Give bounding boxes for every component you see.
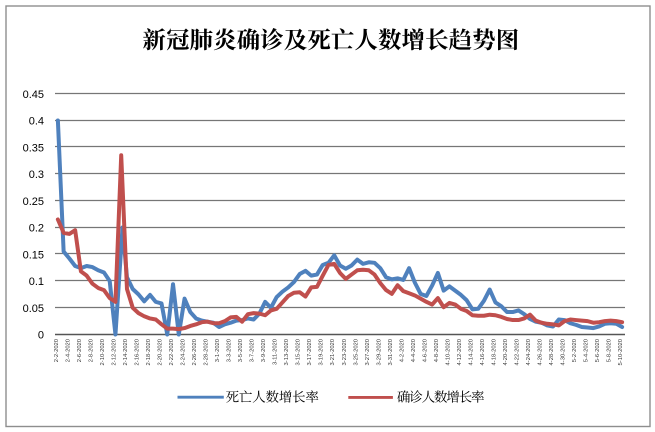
svg-text:4-10-2020: 4-10-2020 — [445, 339, 451, 365]
svg-text:5-6-2020: 5-6-2020 — [595, 339, 601, 362]
svg-text:5-4-2020: 5-4-2020 — [584, 339, 590, 362]
svg-text:3-3-2020: 3-3-2020 — [227, 339, 233, 362]
svg-text:4-22-2020: 4-22-2020 — [514, 339, 520, 365]
svg-text:4-28-2020: 4-28-2020 — [549, 339, 555, 365]
svg-text:4-26-2020: 4-26-2020 — [538, 339, 544, 365]
svg-text:5-10-2020: 5-10-2020 — [618, 339, 624, 365]
svg-text:2-10-2020: 2-10-2020 — [100, 339, 106, 365]
svg-text:4-20-2020: 4-20-2020 — [503, 339, 509, 365]
svg-text:4-30-2020: 4-30-2020 — [561, 339, 567, 365]
svg-text:3-17-2020: 3-17-2020 — [307, 339, 313, 365]
svg-text:3-31-2020: 3-31-2020 — [388, 339, 394, 365]
svg-text:2-20-2020: 2-20-2020 — [158, 339, 164, 365]
svg-text:3-5-2020: 3-5-2020 — [238, 339, 244, 362]
svg-text:4-8-2020: 4-8-2020 — [434, 339, 440, 362]
svg-text:0.15: 0.15 — [23, 249, 44, 261]
svg-text:0.4: 0.4 — [29, 116, 44, 128]
svg-text:0.2: 0.2 — [29, 223, 44, 235]
svg-text:3-11-2020: 3-11-2020 — [273, 339, 279, 365]
svg-text:0.3: 0.3 — [29, 169, 44, 181]
svg-text:0.25: 0.25 — [23, 196, 44, 208]
svg-text:2-14-2020: 2-14-2020 — [123, 339, 129, 365]
svg-text:2-12-2020: 2-12-2020 — [111, 339, 117, 365]
svg-text:3-23-2020: 3-23-2020 — [342, 339, 348, 365]
svg-text:2-6-2020: 2-6-2020 — [77, 339, 83, 362]
svg-text:3-7-2020: 3-7-2020 — [250, 339, 256, 362]
svg-text:2-8-2020: 2-8-2020 — [88, 339, 94, 362]
svg-text:0.05: 0.05 — [23, 303, 44, 315]
svg-text:2-2-2020: 2-2-2020 — [54, 339, 60, 362]
svg-text:0.1: 0.1 — [29, 276, 44, 288]
svg-text:4-14-2020: 4-14-2020 — [468, 339, 474, 365]
svg-text:3-19-2020: 3-19-2020 — [319, 339, 325, 365]
svg-text:3-1-2020: 3-1-2020 — [215, 339, 221, 362]
svg-text:4-16-2020: 4-16-2020 — [480, 339, 486, 365]
svg-text:5-2-2020: 5-2-2020 — [572, 339, 578, 362]
svg-text:3-13-2020: 3-13-2020 — [284, 339, 290, 365]
svg-text:0: 0 — [38, 330, 44, 342]
svg-text:3-9-2020: 3-9-2020 — [261, 339, 267, 362]
svg-text:0.35: 0.35 — [23, 142, 44, 154]
svg-text:4-4-2020: 4-4-2020 — [411, 339, 417, 362]
svg-text:4-6-2020: 4-6-2020 — [422, 339, 428, 362]
svg-text:3-27-2020: 3-27-2020 — [365, 339, 371, 365]
svg-text:5-8-2020: 5-8-2020 — [607, 339, 613, 362]
svg-text:4-2-2020: 4-2-2020 — [399, 339, 405, 362]
svg-text:2-24-2020: 2-24-2020 — [181, 339, 187, 365]
svg-text:0.45: 0.45 — [23, 89, 44, 101]
svg-text:2-26-2020: 2-26-2020 — [192, 339, 198, 365]
svg-text:4-24-2020: 4-24-2020 — [526, 339, 532, 365]
svg-text:2-22-2020: 2-22-2020 — [169, 339, 175, 365]
svg-text:3-29-2020: 3-29-2020 — [376, 339, 382, 365]
svg-text:3-21-2020: 3-21-2020 — [330, 339, 336, 365]
svg-text:3-25-2020: 3-25-2020 — [353, 339, 359, 365]
svg-text:4-12-2020: 4-12-2020 — [457, 339, 463, 365]
svg-text:3-15-2020: 3-15-2020 — [296, 339, 302, 365]
svg-text:2-4-2020: 2-4-2020 — [65, 339, 71, 362]
svg-text:2-18-2020: 2-18-2020 — [146, 339, 152, 365]
svg-text:4-18-2020: 4-18-2020 — [491, 339, 497, 365]
svg-text:2-28-2020: 2-28-2020 — [204, 339, 210, 365]
svg-text:2-16-2020: 2-16-2020 — [134, 339, 140, 365]
